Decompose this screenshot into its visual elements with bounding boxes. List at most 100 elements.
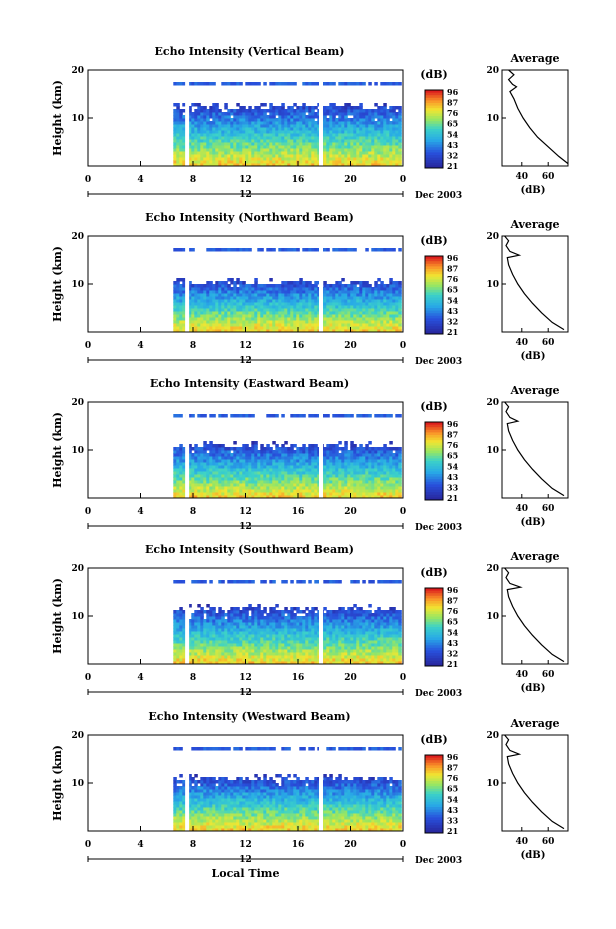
heatmap-cell [173,616,177,620]
heatmap-cell [212,124,216,128]
heatmap-cell [323,151,327,155]
heatmap-cell [200,637,204,641]
heatmap-cell [305,450,309,454]
heatmap-cell [266,248,270,252]
heatmap-cell [332,121,336,125]
heatmap-cell [206,643,210,647]
heatmap-cell [206,314,210,318]
heatmap-cell [215,477,219,481]
heatmap-cell [197,619,201,623]
heatmap-cell [233,293,237,297]
heatmap-cell [350,112,354,116]
heatmap-cell [215,130,219,134]
heatmap-cell [248,118,252,122]
heatmap-cell [206,326,210,330]
heatmap-cell [221,459,225,463]
heatmap-cell [242,109,246,113]
heatmap-cell [281,142,285,146]
heatmap-cell [389,414,393,418]
heatmap-cell [191,634,195,638]
panel-2: Echo Intensity (Eastward Beam)2010Height… [51,377,569,533]
heatmap-cell [290,163,294,167]
heatmap-cell [182,281,186,285]
heatmap-cell [281,308,285,312]
heatmap-cell [314,489,318,493]
colorbar-segment [425,429,443,433]
heatmap-cell [350,106,354,110]
heatmap-cell [215,640,219,644]
heatmap-cell [263,163,267,167]
heatmap-cell [335,444,339,448]
heatmap-cell [242,661,246,665]
heatmap-cell [245,652,249,656]
heatmap-cell [359,477,363,481]
heatmap-cell [179,82,183,86]
heatmap-cell [380,139,384,143]
heatmap-cell [389,151,393,155]
heatmap-cell [191,453,195,457]
heatmap-cell [308,486,312,490]
heatmap-cell [188,145,192,149]
heatmap-cell [203,287,207,291]
heatmap-cell [350,480,354,484]
heatmap-cell [239,148,243,152]
heatmap-cell [221,136,225,140]
heatmap-cell [314,302,318,306]
heatmap-cell [182,652,186,656]
heatmap-cell [236,465,240,469]
heatmap-cell [224,628,228,632]
heatmap-cell [389,299,393,303]
heatmap-cell [371,142,375,146]
heatmap-cell [386,157,390,161]
heatmap-cell [275,302,279,306]
heatmap-cell [194,160,198,164]
heatmap-cell [212,248,216,252]
heatmap-cell [233,613,237,617]
colorbar-segment [425,302,443,306]
heatmap-cell [362,142,366,146]
heatmap-cell [338,112,342,116]
heatmap-cell [212,160,216,164]
heatmap-cell [182,82,186,86]
heatmap-cell [281,414,285,418]
heatmap-cell [233,299,237,303]
heatmap-cell [290,296,294,300]
heatmap-cell [269,130,273,134]
heatmap-cell [176,646,180,650]
heatmap-cell [287,127,291,131]
heatmap-cell [176,640,180,644]
heatmap-cell [365,474,369,478]
heatmap-cell [314,248,318,252]
heatmap-cell [182,127,186,131]
heatmap-cell [311,142,315,146]
heatmap-cell [197,326,201,330]
heatmap-cell [341,320,345,324]
heatmap-cell [176,106,180,110]
heatmap-cell [278,136,282,140]
heatmap-cell [389,296,393,300]
heatmap-cell [287,296,291,300]
heatmap-cell [359,453,363,457]
heatmap-cell [215,139,219,143]
heatmap-cell [359,314,363,318]
heatmap-cell [368,130,372,134]
heatmap-cell [269,121,273,125]
heatmap-cell [296,139,300,143]
heatmap-cell [209,646,213,650]
heatmap-cell [290,495,294,499]
heatmap-cell [275,145,279,149]
heatmap-cell [323,311,327,315]
heatmap-cell [326,474,330,478]
heatmap-cell [335,296,339,300]
heatmap-cell [368,450,372,454]
heatmap-cell [335,299,339,303]
heatmap-cell [209,580,213,584]
heatmap-cell [200,154,204,158]
heatmap-cell [344,142,348,146]
avg-y-tick-label: 10 [486,114,499,124]
heatmap-cell [212,622,216,626]
heatmap-cell [281,465,285,469]
heatmap-cell [395,483,399,487]
heatmap-cell [188,118,192,122]
heatmap-cell [230,287,234,291]
